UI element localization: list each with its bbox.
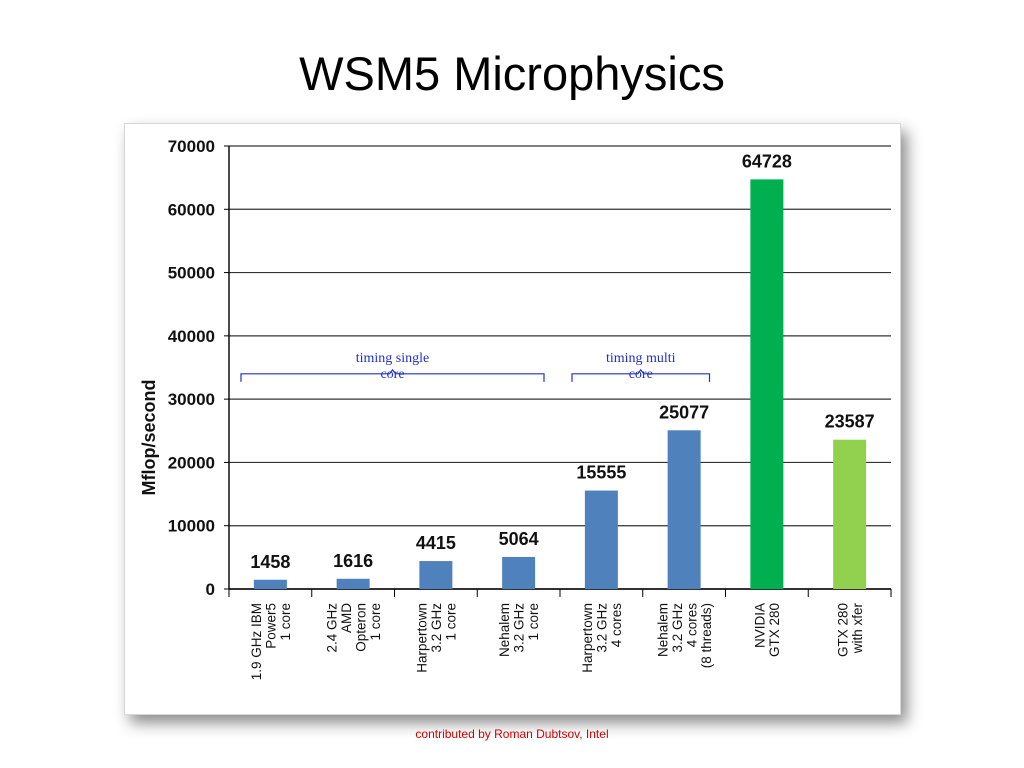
category-label-line: 1 core	[368, 603, 383, 641]
annotation-label-line: core	[629, 367, 653, 382]
slide-title: WSM5 Microphysics	[299, 47, 725, 100]
category-label-line: 1.9 GHz IBM	[249, 603, 264, 680]
data-label: 1458	[250, 552, 290, 572]
annotation-label-line: timing multi	[606, 351, 676, 366]
category-label-line: 3.2 GHz	[429, 603, 444, 653]
data-label: 4415	[416, 533, 456, 553]
category-label-line: 4 cores	[609, 603, 624, 648]
category-label-line: with xfer	[850, 602, 865, 654]
category-label: Nehalem3.2 GHz1 core	[497, 603, 541, 657]
category-label-line: GTX 280	[835, 603, 850, 657]
bar	[667, 430, 701, 589]
y-tick-label: 70000	[168, 137, 215, 156]
credit-note: contributed by Roman Dubtsov, Intel	[415, 727, 609, 741]
category-label-line: (8 threads)	[699, 603, 714, 668]
y-tick-label: 10000	[168, 517, 215, 536]
category-label: Harpertown3.2 GHz1 core	[414, 603, 458, 673]
bar	[833, 439, 867, 589]
bar	[253, 579, 287, 589]
annotation-label-line: timing single	[356, 351, 430, 366]
bar	[750, 179, 784, 589]
category-label-line: 3.2 GHz	[512, 603, 527, 653]
bar	[336, 578, 370, 589]
annotation-label: timing single core	[356, 351, 430, 382]
category-label-line: Nehalem	[655, 603, 670, 657]
data-label: 15555	[576, 463, 626, 483]
annotation-bracket	[571, 368, 711, 382]
data-label: 23587	[825, 412, 875, 432]
category-label-line: 4 cores	[684, 603, 699, 648]
chart-frame: 0 10000 20000 30000 40000 50000 60000 70000 Mflo…	[124, 123, 901, 715]
bar	[502, 556, 536, 589]
y-tick-label: 20000	[168, 453, 215, 472]
category-label: Harpertown3.2 GHz4 cores	[580, 603, 624, 673]
category-label-line: AMD	[339, 603, 354, 633]
category-label-line: Harpertown	[580, 603, 595, 673]
y-tick-label: 0	[206, 580, 215, 599]
category-label: NVIDIAGTX 280	[753, 603, 783, 657]
category-label: 1.9 GHz IBMPower51 core	[249, 603, 293, 680]
y-tick-label: 40000	[168, 327, 215, 346]
category-label-line: 2.4 GHz	[324, 603, 339, 653]
bar-chart: 0 10000 20000 30000 40000 50000 60000 70000 Mflo…	[139, 137, 892, 680]
category-label-line: 1 core	[278, 603, 293, 641]
category-label-line: Nehalem	[497, 603, 512, 657]
category-label-line: Harpertown	[414, 603, 429, 673]
category-label-line: 1 core	[526, 603, 541, 641]
category-label-line: 3.2 GHz	[594, 603, 609, 653]
data-label: 5064	[499, 529, 539, 549]
y-tick-label: 60000	[168, 200, 215, 219]
annotation-bracket	[240, 368, 545, 382]
annotation-label: timing multi core	[606, 351, 676, 382]
y-tick-label: 50000	[168, 264, 215, 283]
data-label: 1616	[333, 551, 373, 571]
annotation-label-line: core	[380, 367, 404, 382]
category-label: GTX 280with xfer	[835, 602, 865, 657]
category-label-line: Power5	[263, 603, 278, 649]
y-tick-label: 30000	[168, 390, 215, 409]
category-label: 2.4 GHzAMDOpteron1 core	[324, 603, 383, 653]
category-label: Nehalem3.2 GHz4 cores(8 threads)	[655, 603, 714, 669]
bar	[584, 490, 618, 589]
data-label: 25077	[659, 402, 709, 422]
category-label-line: 3.2 GHz	[670, 603, 685, 653]
data-label: 64728	[742, 151, 792, 171]
y-axis-label: Mflop/second	[139, 380, 159, 496]
category-label-line: 1 core	[443, 603, 458, 641]
category-label-line: GTX 280	[767, 603, 782, 657]
bar	[419, 561, 453, 589]
category-label-line: NVIDIA	[753, 603, 768, 648]
category-label-line: Opteron	[353, 603, 368, 652]
